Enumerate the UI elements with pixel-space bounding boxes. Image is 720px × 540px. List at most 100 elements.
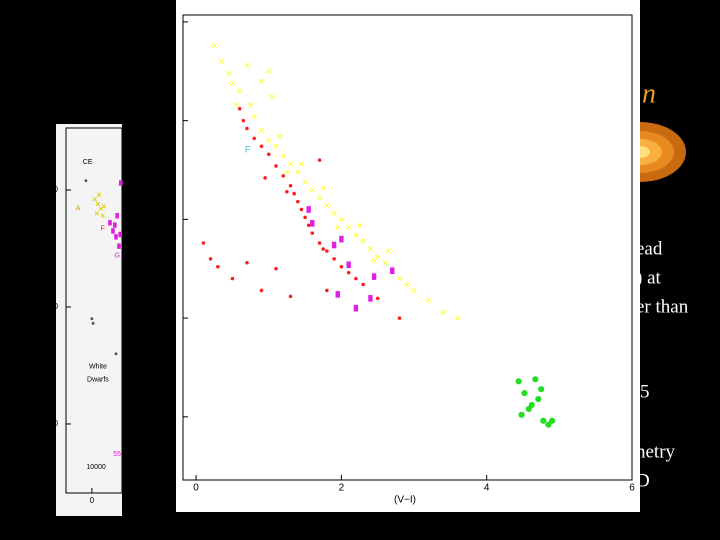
- point: [90, 317, 94, 321]
- point: [306, 223, 311, 228]
- point: [262, 47, 268, 53]
- left-chart-panel: [56, 124, 122, 516]
- point: [258, 127, 265, 134]
- point: [321, 247, 325, 251]
- point: [317, 158, 322, 162]
- annotation: G: [114, 252, 119, 259]
- point: [259, 144, 264, 149]
- point: [91, 321, 95, 325]
- point: [338, 216, 344, 222]
- point: [521, 390, 528, 397]
- point: [285, 189, 289, 194]
- point: [252, 136, 256, 141]
- point: [518, 411, 525, 418]
- point: [346, 224, 352, 230]
- point: [273, 143, 279, 149]
- point: [251, 114, 257, 120]
- slide-text: netry: [636, 441, 676, 462]
- point: [545, 421, 552, 428]
- point: [532, 376, 539, 383]
- point: [310, 220, 315, 227]
- point: [346, 261, 351, 269]
- point: [266, 137, 272, 143]
- point: [208, 257, 213, 261]
- slide-text: er than: [636, 296, 689, 317]
- point: [361, 282, 365, 287]
- annotation: A: [76, 206, 81, 213]
- point: [118, 180, 123, 186]
- point: [237, 88, 243, 94]
- point: [245, 261, 249, 265]
- point: [259, 288, 264, 293]
- x-axis-label: (V−I): [394, 495, 416, 506]
- point: [320, 185, 326, 191]
- point: [118, 231, 122, 238]
- point: [111, 228, 115, 234]
- plot-frame: [65, 127, 123, 494]
- point: [266, 31, 272, 37]
- point: [114, 352, 118, 356]
- point: [303, 215, 307, 220]
- point: [284, 169, 290, 175]
- point: [360, 238, 366, 244]
- point: [245, 126, 249, 131]
- y-tick-label: 10: [164, 214, 176, 225]
- point: [211, 43, 217, 49]
- point: [324, 202, 330, 209]
- point: [375, 254, 381, 260]
- point: [375, 296, 380, 301]
- y-tick-label: 5: [169, 115, 175, 126]
- point: [390, 267, 395, 275]
- slide-text: ead: [636, 238, 663, 259]
- point: [353, 304, 359, 312]
- point: [331, 241, 337, 249]
- annotation: F: [245, 145, 251, 155]
- point: [487, 347, 493, 353]
- point: [371, 258, 377, 264]
- point: [367, 246, 374, 252]
- point: [382, 260, 388, 266]
- point: [549, 417, 556, 424]
- annotation: Dwarfs: [87, 376, 109, 383]
- point: [346, 270, 351, 275]
- point: [353, 232, 359, 238]
- point: [317, 241, 322, 245]
- point: [288, 294, 293, 299]
- point: [96, 192, 102, 197]
- point: [114, 234, 118, 240]
- point: [244, 62, 250, 68]
- annotation: 10000: [86, 464, 106, 471]
- point: [528, 401, 535, 409]
- point: [115, 213, 119, 219]
- point: [230, 276, 235, 281]
- point: [94, 211, 99, 216]
- point: [325, 249, 329, 253]
- point: [117, 243, 121, 249]
- point: [540, 417, 547, 424]
- point: [248, 102, 254, 108]
- point: [280, 153, 286, 159]
- x-tick-label: 4: [484, 483, 490, 494]
- point: [335, 224, 341, 230]
- annotation: White: [89, 363, 107, 370]
- point: [360, 127, 366, 134]
- point: [302, 256, 308, 262]
- x-tick-label: 0: [90, 496, 95, 505]
- y-tick-label: 20: [164, 411, 176, 422]
- point: [229, 80, 235, 86]
- point: [287, 161, 294, 167]
- point: [298, 161, 304, 167]
- point: [266, 68, 272, 74]
- point: [296, 199, 300, 204]
- point: [258, 78, 265, 84]
- point: [404, 281, 410, 288]
- y-tick-label: 10: [49, 302, 58, 311]
- point: [288, 184, 293, 188]
- slide-text: ) at: [636, 267, 662, 288]
- main-chart-panel: [176, 0, 640, 512]
- point: [368, 295, 373, 302]
- point: [310, 231, 315, 235]
- slide-text: 5: [640, 381, 650, 402]
- point: [269, 94, 275, 100]
- point: [241, 118, 246, 123]
